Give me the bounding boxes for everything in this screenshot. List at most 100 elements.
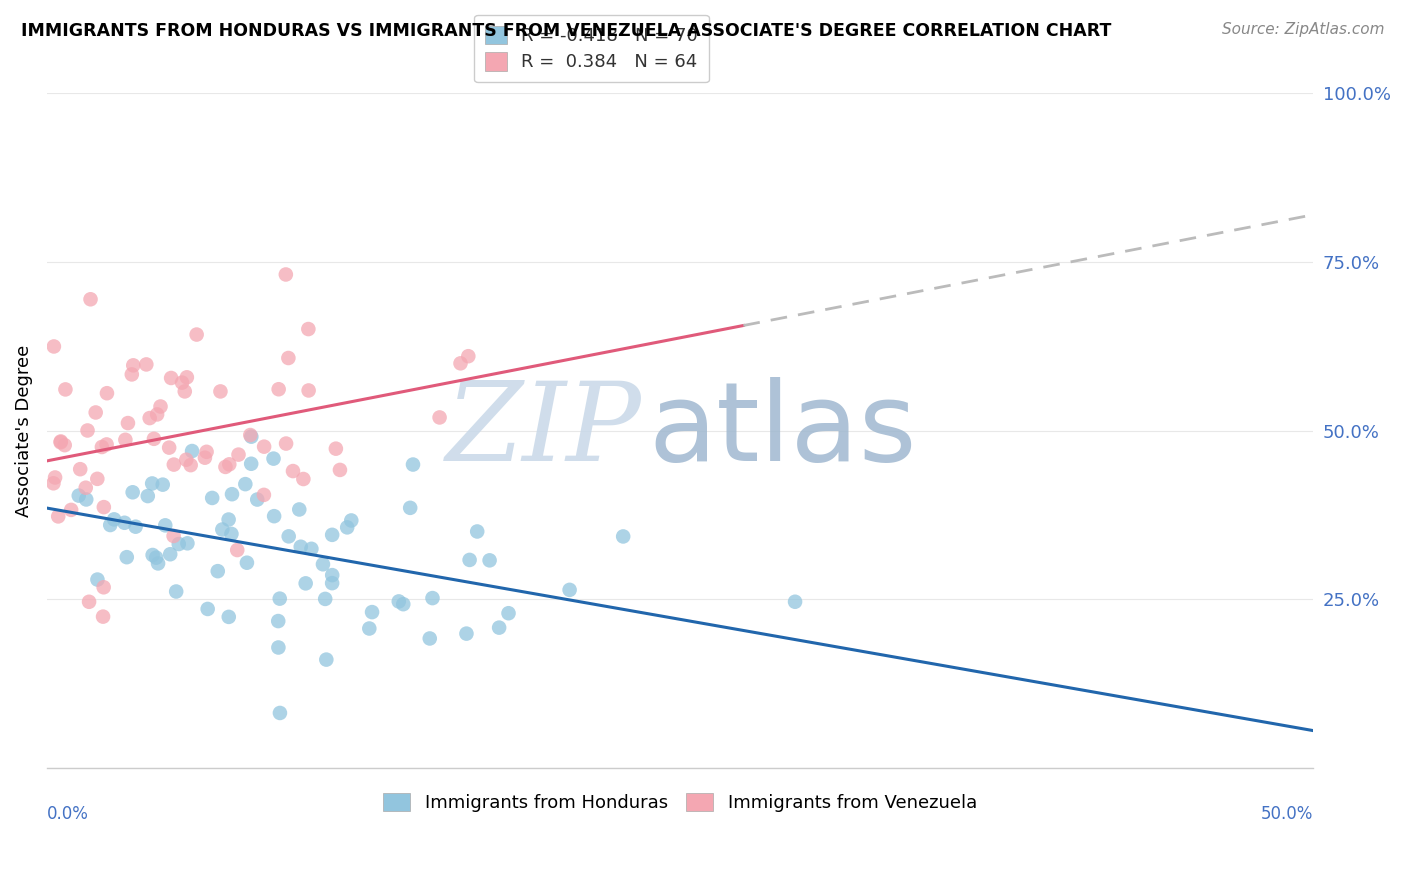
Point — [93, 580, 115, 594]
Point — [340, 513, 363, 527]
Point — [253, 488, 276, 502]
Point — [274, 436, 297, 450]
Point — [297, 322, 319, 336]
Point — [157, 441, 180, 455]
Point — [290, 540, 312, 554]
Point — [267, 614, 290, 628]
Point — [155, 518, 177, 533]
Point — [167, 537, 190, 551]
Point — [46, 509, 69, 524]
Point — [53, 438, 76, 452]
Point — [77, 595, 100, 609]
Point — [55, 383, 77, 397]
Point — [314, 591, 336, 606]
Point — [299, 541, 322, 556]
Point — [79, 293, 101, 307]
Point — [267, 382, 290, 396]
Point — [44, 470, 66, 484]
Point — [402, 458, 425, 472]
Point — [114, 516, 136, 530]
Point — [783, 595, 806, 609]
Point — [135, 358, 157, 372]
Point — [146, 557, 169, 571]
Point — [181, 444, 204, 458]
Point — [160, 371, 183, 385]
Point — [180, 458, 202, 472]
Text: atlas: atlas — [648, 377, 917, 484]
Point — [388, 594, 411, 608]
Point — [239, 428, 262, 442]
Point — [142, 432, 165, 446]
Point — [429, 410, 451, 425]
Point — [96, 437, 118, 451]
Point — [221, 527, 243, 541]
Text: 0.0%: 0.0% — [46, 805, 89, 822]
Point — [163, 458, 186, 472]
Point — [84, 405, 107, 419]
Point — [124, 519, 146, 533]
Point — [246, 492, 269, 507]
Point — [612, 529, 634, 543]
Point — [86, 472, 108, 486]
Point — [211, 523, 233, 537]
Point — [498, 606, 520, 620]
Point — [141, 476, 163, 491]
Point — [136, 489, 159, 503]
Legend: Immigrants from Honduras, Immigrants from Venezuela: Immigrants from Honduras, Immigrants fro… — [377, 786, 984, 820]
Point — [201, 491, 224, 505]
Point — [277, 351, 299, 365]
Point — [361, 605, 384, 619]
Point — [321, 568, 343, 582]
Point — [159, 547, 181, 561]
Point — [75, 492, 97, 507]
Point — [91, 609, 114, 624]
Point — [117, 416, 139, 430]
Point — [399, 500, 422, 515]
Point — [419, 632, 441, 646]
Point — [478, 553, 501, 567]
Point — [558, 582, 581, 597]
Point — [162, 529, 184, 543]
Point — [336, 520, 359, 534]
Point — [267, 640, 290, 655]
Point — [98, 518, 121, 533]
Text: IMMIGRANTS FROM HONDURAS VS IMMIGRANTS FROM VENEZUELA ASSOCIATE'S DEGREE CORRELA: IMMIGRANTS FROM HONDURAS VS IMMIGRANTS F… — [21, 22, 1112, 40]
Point — [312, 558, 335, 572]
Point — [450, 356, 472, 370]
Point — [69, 462, 91, 476]
Point — [75, 481, 97, 495]
Point — [321, 576, 343, 591]
Point — [281, 464, 304, 478]
Point — [240, 430, 263, 444]
Point — [176, 536, 198, 550]
Point — [218, 610, 240, 624]
Text: ZIP: ZIP — [446, 376, 643, 484]
Point — [292, 472, 315, 486]
Point — [115, 550, 138, 565]
Point — [321, 528, 343, 542]
Point — [152, 477, 174, 491]
Point — [269, 706, 291, 720]
Point — [218, 512, 240, 526]
Point — [145, 550, 167, 565]
Point — [325, 442, 347, 456]
Point — [96, 386, 118, 401]
Point — [170, 376, 193, 390]
Point — [49, 435, 72, 450]
Point — [103, 512, 125, 526]
Point — [422, 591, 444, 606]
Point — [233, 477, 256, 491]
Point — [194, 450, 217, 465]
Point — [165, 584, 187, 599]
Point — [465, 524, 488, 539]
Y-axis label: Associate's Degree: Associate's Degree — [15, 344, 32, 516]
Point — [263, 509, 285, 524]
Point — [195, 445, 218, 459]
Point — [392, 597, 415, 611]
Point — [60, 503, 83, 517]
Point — [329, 463, 352, 477]
Point — [221, 487, 243, 501]
Point — [488, 621, 510, 635]
Point — [121, 485, 143, 500]
Point — [122, 359, 145, 373]
